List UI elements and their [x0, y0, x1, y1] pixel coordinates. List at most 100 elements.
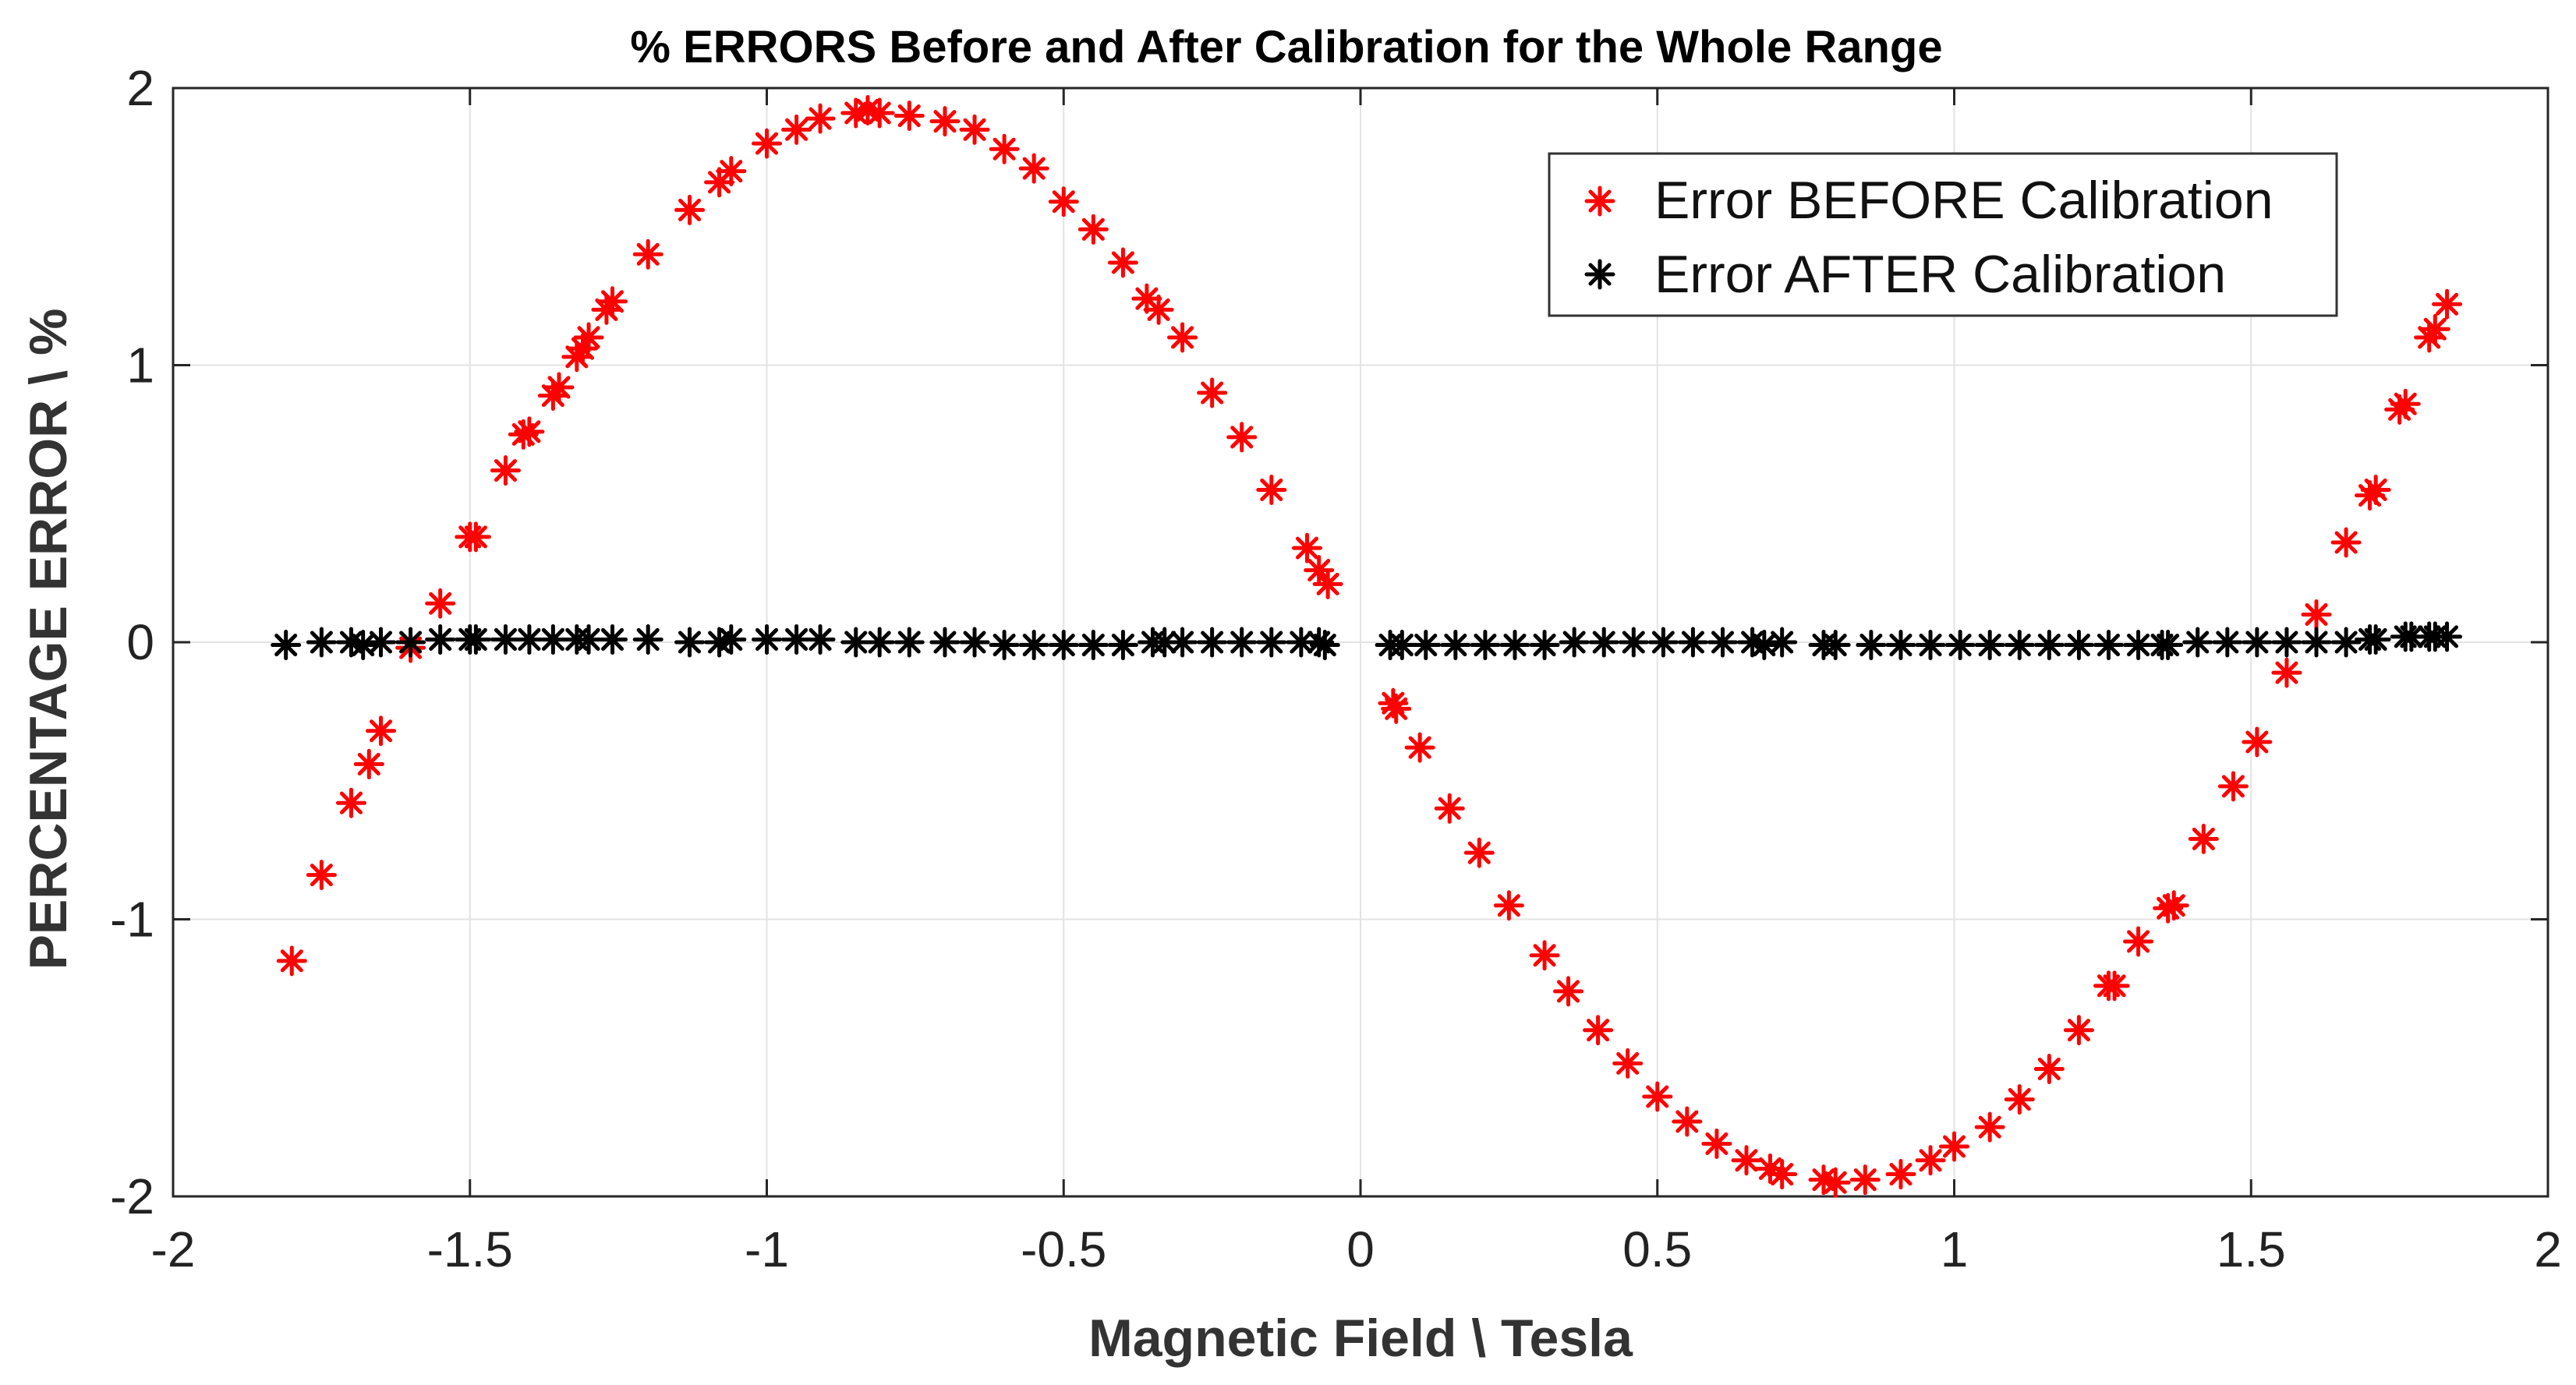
data-point: [1309, 630, 1340, 661]
data-point: [2158, 890, 2189, 921]
data-point: [1588, 627, 1619, 658]
data-point: [306, 860, 337, 891]
data-point: [1440, 630, 1471, 661]
data-point: [1974, 1111, 2005, 1143]
data-point: [1642, 1081, 1673, 1112]
data-point: [1885, 1159, 1916, 1190]
data-point: [1583, 1015, 1614, 1046]
data-point: [2432, 621, 2463, 652]
data-point: [1470, 630, 1501, 661]
data-point: [1048, 186, 1079, 217]
data-point: [1849, 1164, 1881, 1196]
data-point: [2360, 624, 2391, 655]
data-point: [1915, 1145, 1946, 1176]
y-tick-label: 0: [126, 614, 154, 670]
x-tick-label: -1.5: [427, 1221, 513, 1277]
data-point: [2390, 388, 2421, 419]
data-point: [2301, 599, 2332, 630]
data-point: [2360, 474, 2391, 505]
data-point: [348, 630, 379, 661]
data-point: [425, 588, 456, 619]
data-point: [573, 322, 604, 353]
data-point: [1944, 630, 1976, 661]
data-point: [366, 627, 397, 658]
data-point: [2093, 630, 2124, 661]
x-tick-label: 0.5: [1622, 1221, 1692, 1277]
data-point: [2330, 627, 2362, 658]
data-point: [2271, 627, 2302, 658]
data-point: [2432, 288, 2463, 320]
data-point: [2419, 313, 2450, 344]
data-point: [1553, 976, 1584, 1007]
data-point: [1291, 532, 1322, 564]
data-point: [1226, 422, 1258, 453]
data-point: [805, 103, 836, 134]
data-point: [1493, 890, 1524, 921]
data-point: [2153, 630, 2184, 661]
data-point: [893, 101, 925, 132]
data-point: [2033, 1053, 2065, 1084]
data-point: [1197, 627, 1228, 658]
data-point: [864, 97, 895, 129]
data-point: [929, 627, 961, 658]
data-point: [425, 624, 456, 655]
data-point: [1312, 568, 1343, 599]
data-point: [2242, 627, 2273, 658]
data-point: [2063, 630, 2094, 661]
data-point: [573, 624, 604, 655]
series-before: [276, 94, 2463, 1198]
data-point: [1885, 630, 1916, 661]
data-point: [2182, 627, 2213, 658]
data-point: [1286, 627, 1317, 658]
data-point: [1463, 837, 1495, 868]
data-point: [989, 630, 1020, 661]
legend: Error BEFORE Calibration Error AFTER Cal…: [1548, 152, 2338, 317]
data-point: [366, 715, 397, 747]
data-point: [674, 194, 706, 225]
data-point: [959, 114, 990, 145]
data-point: [353, 748, 384, 779]
data-point: [1381, 693, 1412, 724]
data-point: [1701, 1128, 1732, 1159]
data-point: [1767, 627, 1798, 658]
legend-marker-star: [1584, 185, 1615, 217]
legend-entry-before: Error BEFORE Calibration: [1654, 171, 2273, 230]
data-point: [893, 627, 925, 658]
data-point: [597, 624, 628, 655]
data-point: [1939, 1131, 1969, 1162]
legend-marker-before-icon: [1584, 185, 1615, 217]
axis-ticks: -2 -1.5 -1 -0.5 0 0.5 1 1.5 2 -2 -1 0 1 2: [110, 60, 2562, 1277]
data-point: [1107, 247, 1138, 278]
data-point: [1856, 630, 1887, 661]
data-point: [2271, 657, 2302, 688]
data-point: [989, 133, 1020, 164]
data-point: [460, 521, 491, 553]
data-point: [1226, 627, 1258, 658]
data-point: [2033, 630, 2065, 661]
data-point: [1974, 630, 2005, 661]
x-axis-label: Magnetic Field \ Tesla: [1088, 1309, 1633, 1368]
data-point: [1197, 377, 1228, 408]
data-point: [2212, 627, 2243, 658]
data-point: [1529, 940, 1560, 971]
data-point: [2004, 630, 2035, 661]
x-tick-label: 1: [1941, 1221, 1969, 1277]
data-point: [1143, 294, 1174, 325]
data-point: [781, 114, 812, 145]
data-point: [395, 627, 426, 658]
data-point: [632, 238, 663, 270]
data-point: [276, 945, 307, 977]
data-point: [1529, 630, 1560, 661]
x-tick-label: -0.5: [1021, 1221, 1106, 1277]
data-point: [1018, 630, 1049, 661]
data-point: [1707, 627, 1739, 658]
data-point: [1749, 630, 1780, 661]
data-point: [1018, 153, 1049, 184]
legend-marker-after-icon: [1584, 259, 1615, 290]
data-point: [752, 128, 782, 159]
data-point: [2301, 627, 2332, 658]
data-point: [1167, 627, 1198, 658]
data-point: [716, 156, 747, 187]
data-point: [1647, 627, 1679, 658]
